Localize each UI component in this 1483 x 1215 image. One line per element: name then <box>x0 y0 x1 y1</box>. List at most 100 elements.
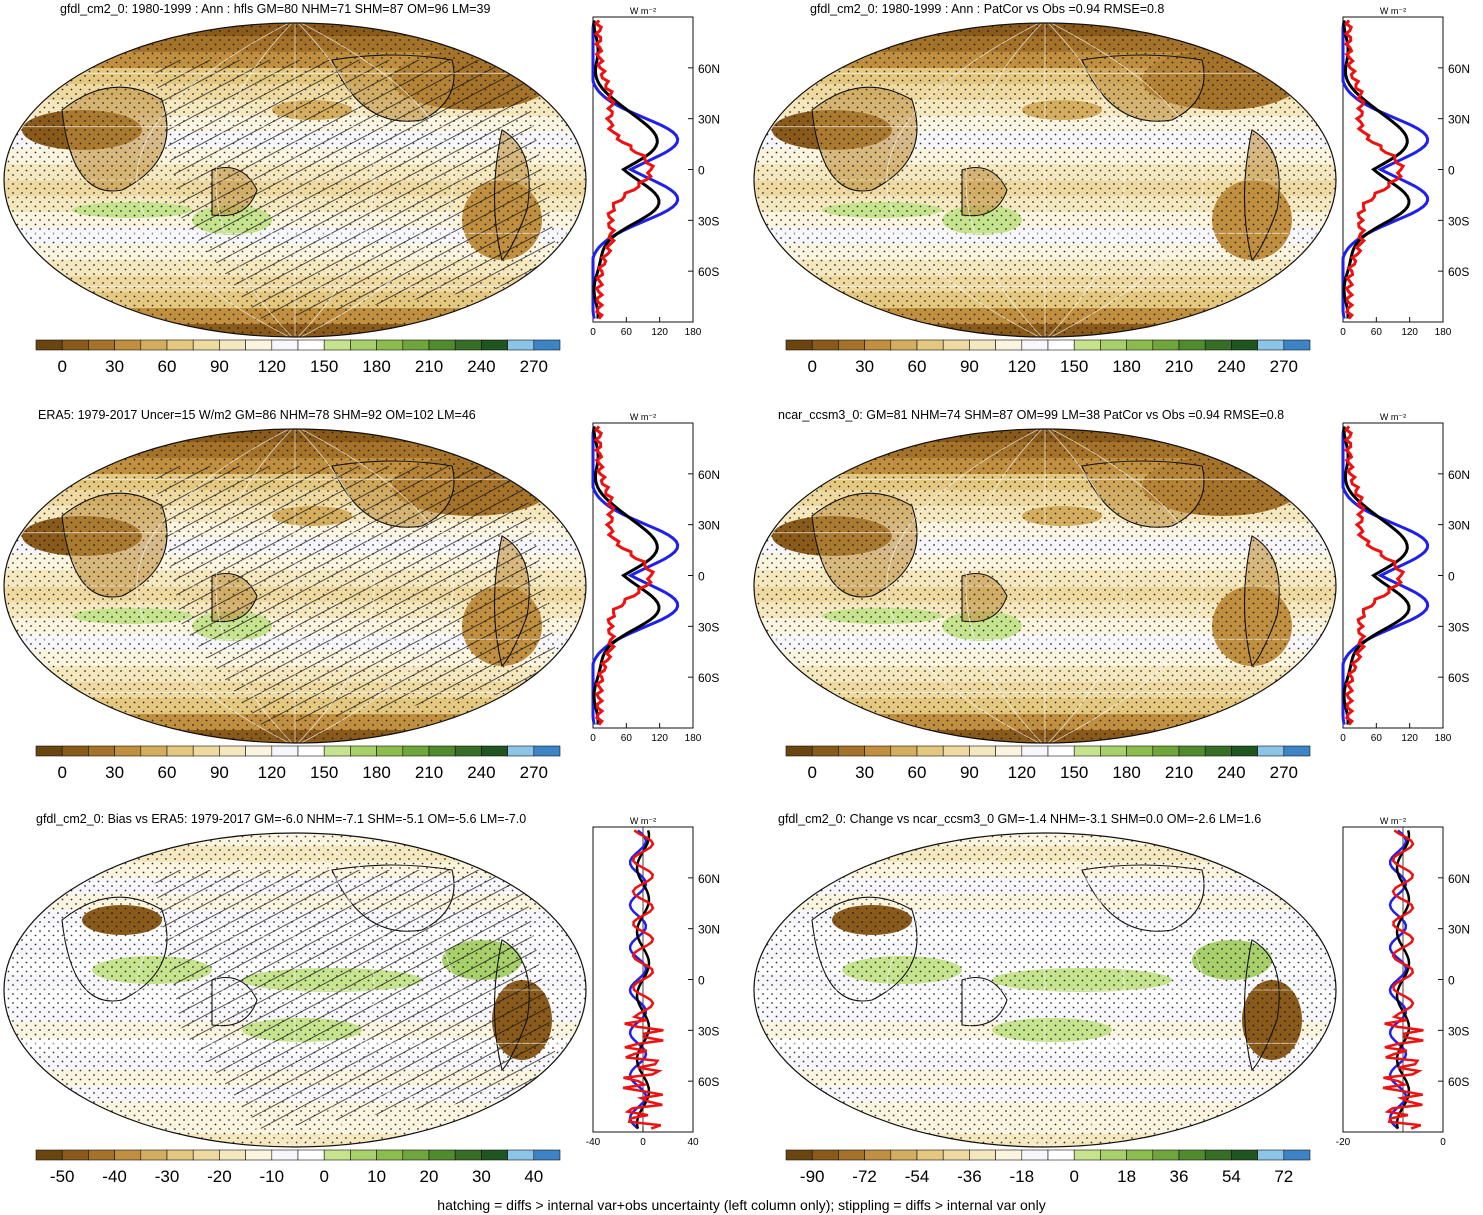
colorbar-swatch <box>942 339 970 351</box>
colorbar-swatch <box>88 339 115 351</box>
colorbar-tick-label: 210 <box>415 357 443 376</box>
panel-1: gfdl_cm2_0: 1980-1999 : Ann : hfls GM=80… <box>0 0 733 400</box>
colorbar-tick-label: 180 <box>1112 763 1140 782</box>
colorbar-tick-label: 0 <box>57 357 66 376</box>
zonal-mean-profile: W m⁻² 60N 30N 0 30S 60S 0 60 120 180 <box>590 6 720 335</box>
figure-footnote: hatching = diffs > internal var+obs unce… <box>437 1197 1046 1213</box>
colorbar-tick-label: 120 <box>1008 763 1036 782</box>
colorbar-tick-label: 20 <box>420 1167 439 1186</box>
colorbar-tick-label: 120 <box>258 763 286 782</box>
colorbar-swatch <box>916 745 944 757</box>
colorbar-swatch <box>1231 745 1258 757</box>
profile-x-label: 0 <box>590 733 596 741</box>
colorbar-swatch <box>1126 1149 1154 1161</box>
colorbar-swatch <box>1073 745 1101 757</box>
colorbar-tick-label: -36 <box>957 1167 982 1186</box>
colorbar-tick-label: 180 <box>362 763 390 782</box>
profile-lat-label: 0 <box>1448 570 1455 584</box>
colorbar-swatch <box>114 339 142 351</box>
profile-lat-label: 60S <box>698 671 719 685</box>
colorbar-tick-label: 60 <box>158 763 177 782</box>
colorbar-tick-label: 240 <box>467 763 495 782</box>
colorbar-swatch <box>219 339 246 351</box>
colorbar-tick-label: 210 <box>1165 357 1193 376</box>
colorbar-swatch <box>350 745 377 757</box>
colorbar-swatch <box>35 1149 63 1161</box>
colorbar-tick-label: 150 <box>1060 763 1088 782</box>
colorbar-tick-label: -20 <box>207 1167 232 1186</box>
profile-lat-label: 0 <box>1448 974 1455 988</box>
robinson-map <box>3 22 587 338</box>
colorbar-swatch <box>219 745 246 757</box>
colorbar-swatch <box>864 745 892 757</box>
colorbar-swatch <box>785 1149 813 1161</box>
colorbar-swatch <box>995 745 1023 757</box>
profile-unit: W m⁻² <box>630 6 656 16</box>
colorbar-swatch <box>454 339 482 351</box>
obs-profile-line <box>1341 20 1430 319</box>
profile-x-label: 120 <box>651 733 668 741</box>
robinson-map <box>753 428 1337 744</box>
colorbar-swatch <box>35 339 63 351</box>
colorbar-swatch <box>1073 1149 1101 1161</box>
colorbar-tick-label: 240 <box>1217 357 1245 376</box>
profile-x-label: 180 <box>1435 327 1452 335</box>
colorbar-swatch <box>192 745 220 757</box>
colorbar-tick-label: -54 <box>905 1167 930 1186</box>
colorbar-tick-label: 30 <box>105 763 124 782</box>
profile-lat-label: 60N <box>698 468 720 482</box>
profile-lat-label: 60N <box>1448 62 1470 76</box>
profile-unit: W m⁻² <box>1380 412 1406 422</box>
panel-title: gfdl_cm2_0: 1980-1999 : Ann : hfls GM=80… <box>60 2 491 16</box>
colorbar-tick-label: 0 <box>1069 1167 1078 1186</box>
colorbar-tick-label: 90 <box>210 357 229 376</box>
colorbar-swatch <box>1100 745 1127 757</box>
colorbar-swatch <box>1073 339 1101 351</box>
profile-lat-label: 30S <box>698 1024 719 1038</box>
obs-profile-line <box>591 426 680 725</box>
colorbar-swatch <box>402 745 430 757</box>
zonal-mean-profile: W m⁻² 60N 30N 0 30S 60S 0 60 120 180 <box>1340 412 1470 741</box>
colorbar-swatch <box>1047 1149 1075 1161</box>
colorbar-swatch <box>454 1149 482 1161</box>
colorbar-swatch <box>1152 745 1180 757</box>
profile-x-label: 0 <box>1440 1137 1446 1145</box>
colorbar-tick-label: 120 <box>1008 357 1036 376</box>
colorbar-tick-label: 240 <box>1217 763 1245 782</box>
colorbar-tick-label: 60 <box>158 357 177 376</box>
colorbar-swatch <box>838 745 865 757</box>
profile-x-label: 180 <box>685 733 702 741</box>
profile-x-label: 0 <box>1340 327 1346 335</box>
profile-x-label: 40 <box>687 1137 699 1145</box>
colorbar-swatch <box>114 1149 142 1161</box>
colorbar-swatch <box>890 339 918 351</box>
panel-6: gfdl_cm2_0: Change vs ncar_ccsm3_0 GM=-1… <box>750 810 1483 1210</box>
colorbar-swatch <box>140 339 168 351</box>
colorbar-tick-label: 270 <box>1270 357 1298 376</box>
colorbar-swatch <box>1178 745 1206 757</box>
colorbar-swatch <box>507 1149 535 1161</box>
panel-4: ncar_ccsm3_0: GM=81 NHM=74 SHM=87 OM=99 … <box>750 406 1483 806</box>
profile-lat-label: 30S <box>698 620 719 634</box>
profile-lat-label: 30N <box>1448 923 1470 937</box>
colorbar-swatch <box>166 745 194 757</box>
colorbar-swatch <box>1283 745 1311 757</box>
profile-unit: W m⁻² <box>1380 816 1406 826</box>
colorbar-swatch <box>533 339 561 351</box>
colorbar-swatch <box>245 1149 273 1161</box>
colorbar-swatch <box>376 339 404 351</box>
profile-lat-label: 30S <box>1448 214 1469 228</box>
obs-profile-line <box>1341 426 1430 725</box>
colorbar-tick-label: -10 <box>260 1167 285 1186</box>
colorbar-tick-label: 270 <box>520 357 548 376</box>
colorbar-tick-label: 180 <box>362 357 390 376</box>
colorbar-swatch <box>454 745 482 757</box>
colorbar-swatch <box>1283 339 1311 351</box>
colorbar-tick-label: 30 <box>855 763 874 782</box>
colorbar: 0306090120150180210240270300 <box>785 745 1311 782</box>
colorbar-swatch <box>297 339 325 351</box>
robinson-map <box>753 832 1337 1148</box>
colorbar-swatch <box>245 745 273 757</box>
profile-x-label: 0 <box>640 1137 646 1145</box>
colorbar-swatch <box>88 1149 115 1161</box>
